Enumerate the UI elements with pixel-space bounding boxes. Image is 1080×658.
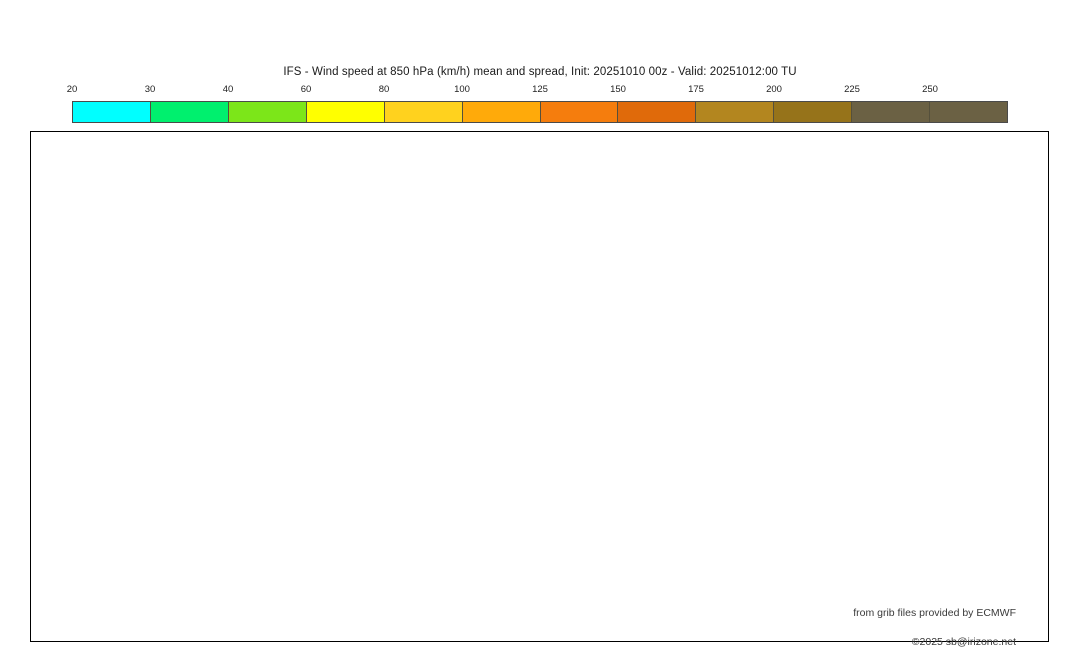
colorbar-band-20 (73, 102, 151, 122)
colorbar-band-175 (696, 102, 775, 122)
colorbar-band-30 (150, 102, 229, 122)
colorbar-band-150 (618, 102, 697, 122)
colorbar-bands (72, 101, 1008, 123)
copyright-credit: ©2025 sb@irizone.net (911, 636, 1016, 648)
colorbar-tick-80: 80 (378, 84, 390, 95)
colorbar-tick-30: 30 (144, 84, 156, 95)
data-source-credit: from grib files provided by ECMWF (853, 607, 1016, 619)
colorbar-band-200 (774, 102, 853, 122)
colorbar-tick-225: 225 (844, 84, 860, 95)
colorbar-tick-40: 40 (222, 84, 234, 95)
colorbar-band-225 (852, 102, 931, 122)
page-title: IFS - Wind speed at 850 hPa (km/h) mean … (283, 66, 797, 78)
colorbar-tick-20: 20 (66, 84, 78, 95)
colorbar-tick-labels: 20 30 40 60 80 100 125 150 175 200 225 250 (67, 84, 1008, 99)
colorbar-tick-200: 200 (766, 84, 782, 95)
colorbar-tick-175: 175 (688, 84, 704, 95)
colorbar-band-100 (462, 102, 541, 122)
map-frame[interactable] (30, 131, 1049, 642)
map-canvas (31, 132, 1048, 641)
colorbar-band-125 (540, 102, 619, 122)
colorbar-band-40 (228, 102, 307, 122)
colorbar-tick-150: 150 (610, 84, 626, 95)
colorbar-tick-250: 250 (922, 84, 938, 95)
colorbar-band-80 (384, 102, 463, 122)
colorbar-band-60 (306, 102, 385, 122)
colorbar: 20 30 40 60 80 100 125 150 175 200 225 250 (67, 84, 1008, 123)
colorbar-tick-125: 125 (532, 84, 548, 95)
colorbar-band-250 (930, 102, 1008, 122)
colorbar-tick-100: 100 (454, 84, 470, 95)
colorbar-tick-60: 60 (300, 84, 312, 95)
